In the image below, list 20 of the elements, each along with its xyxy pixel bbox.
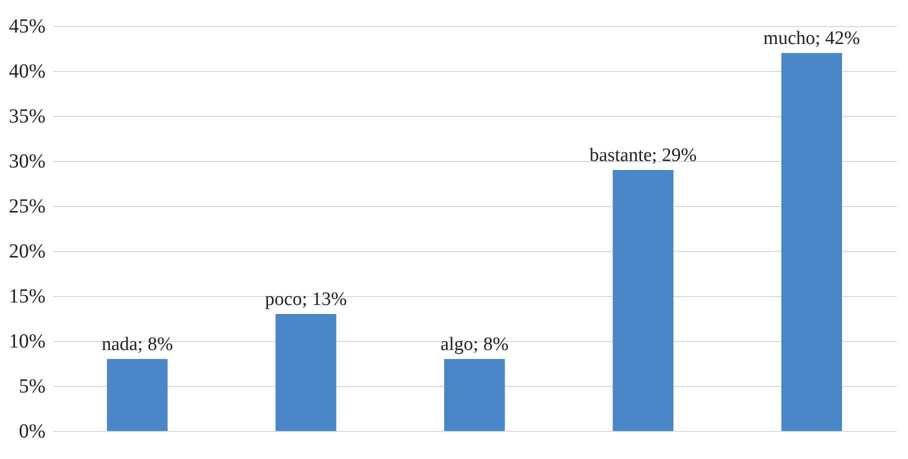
y-tick-label: 5% xyxy=(18,376,46,398)
y-tick-label: 45% xyxy=(8,16,46,38)
data-label: algo; 8% xyxy=(440,334,509,355)
y-tick-label: 30% xyxy=(8,150,46,172)
data-label: mucho; 42% xyxy=(763,28,860,49)
y-tick-label: 40% xyxy=(8,60,46,82)
y-tick-label: 0% xyxy=(18,420,46,442)
bar xyxy=(106,359,168,431)
data-label: bastante; 29% xyxy=(590,145,697,166)
data-label: nada; 8% xyxy=(102,334,174,355)
bar xyxy=(444,359,505,431)
data-label: poco; 13% xyxy=(265,289,347,310)
bar xyxy=(612,170,674,431)
y-tick-label: 10% xyxy=(8,330,46,352)
bar xyxy=(781,53,842,431)
y-tick-label: 20% xyxy=(8,240,46,262)
y-tick-label: 25% xyxy=(8,196,46,218)
y-tick-label: 35% xyxy=(8,106,46,128)
y-tick-label: 15% xyxy=(8,286,46,308)
bar xyxy=(276,314,336,431)
